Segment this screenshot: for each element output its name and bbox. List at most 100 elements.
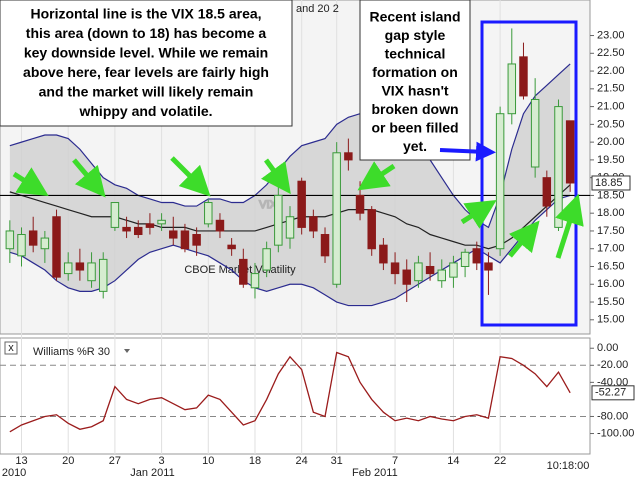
candle-body (169, 230, 178, 239)
y-tick-label: 21.50 (597, 83, 625, 95)
annotation-box (0, 0, 293, 127)
y-tick-label: 21.00 (597, 101, 625, 113)
y-tick-label: 20.50 (597, 118, 625, 130)
candle-body (122, 226, 131, 232)
y-tick-label: 22.50 (597, 47, 625, 59)
candle-body (227, 244, 236, 250)
candle-body (75, 262, 85, 271)
candle-body (5, 230, 15, 250)
last-value-box (591, 175, 631, 191)
arrow (261, 158, 291, 195)
x-tick-label: 22 (494, 455, 506, 467)
x-tick-label: 31 (331, 455, 343, 467)
candle-body (192, 234, 201, 246)
candle-body (519, 56, 528, 97)
candle-body (63, 262, 73, 275)
y-tick-label: 17.00 (597, 243, 625, 255)
indicator-line (9, 351, 571, 433)
dropdown (124, 349, 130, 353)
candle-body (262, 248, 271, 271)
candle-body (134, 226, 143, 236)
arrow (555, 193, 584, 259)
candle-body (437, 269, 446, 282)
candle-body (145, 223, 155, 228)
close-box-label: x (8, 342, 14, 354)
indicator-panel (0, 337, 591, 455)
y-tick-label: 20.00 (597, 136, 625, 148)
annotation-line: whippy and volatile. (78, 103, 212, 119)
candle-body (402, 269, 411, 285)
y2-tick-label: 0.00 (597, 342, 618, 354)
y-tick-label: 22.00 (597, 65, 625, 77)
annotation-line: technical (385, 46, 446, 62)
annotation-line: this area (down to 18) has become a (26, 25, 267, 41)
x-tick-label: 24 (296, 455, 308, 467)
candle-body (472, 248, 482, 264)
x-tick-label: 27 (109, 455, 121, 467)
time-label: 10:18:00 (547, 460, 590, 472)
x-tick-label: 7 (392, 455, 398, 467)
candle-body (507, 63, 517, 115)
candle-body (460, 251, 470, 267)
y2-tick-label: -100.00 (597, 427, 634, 439)
y-tick-label: 15.00 (597, 314, 625, 326)
candle-body (530, 98, 540, 168)
candle-body (495, 113, 505, 250)
y-tick-label: 18.00 (597, 207, 625, 219)
candle-body (157, 219, 166, 225)
candle-body (180, 230, 190, 250)
candle-body (367, 209, 376, 250)
annotation-box (359, 0, 471, 161)
candle-body (565, 120, 575, 184)
candle-body (52, 216, 61, 278)
y2-tick-label: -80.00 (597, 410, 628, 422)
candle-body (250, 273, 260, 289)
y-tick-label: 16.00 (597, 278, 625, 290)
candle-body (215, 219, 225, 232)
candle-body (28, 230, 38, 246)
candle-body (554, 106, 563, 228)
x-period-label: 2010 (2, 467, 26, 479)
x-tick-label: 14 (447, 455, 459, 467)
candle-body (332, 152, 341, 285)
candle-body (542, 177, 552, 207)
arrows (12, 156, 584, 259)
annotation-line: or been filled (371, 120, 458, 136)
annotation-line: VIX hasn't (381, 83, 448, 99)
y-tick-label: 17.50 (597, 225, 625, 237)
candle-body (344, 152, 353, 161)
x-period-label: Jan 2011 (130, 467, 174, 479)
last-value-label: 18.85 (595, 177, 623, 189)
arrow (460, 199, 497, 229)
candle-body (17, 234, 26, 257)
x-tick-label: 20 (62, 455, 74, 467)
y-tick-label: 16.50 (597, 260, 625, 272)
x-tick-label: 10 (202, 455, 214, 467)
y2-tick-label: -20.00 (597, 359, 628, 371)
x-period-label: Feb 2011 (352, 467, 398, 479)
candle-body (425, 265, 435, 275)
arrow (439, 141, 496, 162)
annotation-line: key downside level. While we remain (24, 45, 268, 61)
highlight-box (480, 20, 578, 327)
indicator-title: Williams %R 30 (33, 346, 110, 358)
candle-body (309, 216, 318, 232)
annotation-line: yet. (403, 138, 427, 154)
annotation-line: above here, fear levels are fairly high (23, 64, 269, 80)
candle-body (285, 216, 295, 239)
candle-body (355, 194, 365, 214)
close-box (4, 341, 18, 355)
candle-body (484, 262, 493, 271)
x-tick-label: 18 (249, 455, 261, 467)
annotation-line: and the market will likely remain (39, 84, 254, 100)
candle-body (390, 262, 400, 275)
y-tick-label: 23.00 (597, 29, 625, 41)
arrow (357, 161, 396, 191)
arrow (170, 156, 211, 197)
arrow (508, 220, 540, 258)
x-tick-label: 3 (159, 455, 165, 467)
candle-body (414, 262, 423, 282)
legend-fragment: and 20 2 (296, 3, 339, 15)
candle-body (320, 234, 330, 257)
